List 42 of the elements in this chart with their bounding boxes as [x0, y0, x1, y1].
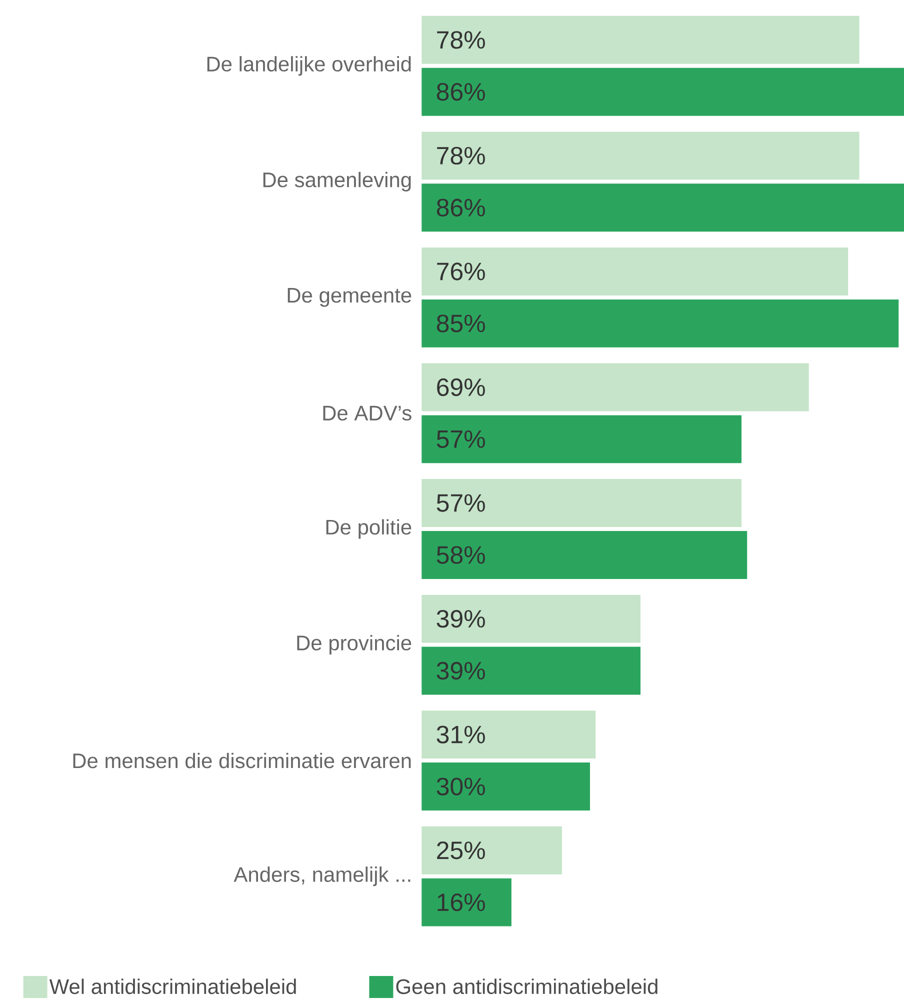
bar: [422, 299, 899, 348]
data-label: 76%: [437, 262, 485, 280]
bar: [422, 363, 809, 412]
bar: [422, 16, 860, 64]
bar: [422, 878, 512, 926]
data-label: 25%: [436, 842, 485, 860]
data-label: 31%: [436, 726, 485, 744]
bar: [422, 762, 590, 811]
bar: [422, 594, 640, 643]
y-tick-label: De gemeente: [288, 288, 412, 307]
y-tick-label: De samenleving: [263, 172, 411, 192]
bar: [422, 184, 904, 232]
data-label: 86%: [436, 198, 485, 216]
y-tick-label: De politie: [326, 519, 412, 539]
y-tick-label: De landelijke overheid: [207, 56, 411, 76]
bar: [422, 479, 742, 528]
data-label: 30%: [436, 778, 485, 796]
bar: [422, 710, 596, 759]
data-label: 78%: [437, 31, 485, 49]
data-label: 39%: [436, 610, 485, 628]
bar: [422, 826, 562, 874]
data-label: 16%: [438, 893, 485, 912]
legend-label: Wel antidiscriminatiebeleid: [49, 978, 296, 994]
data-label: 57%: [436, 430, 485, 448]
data-label: 58%: [436, 546, 485, 564]
bar: [422, 415, 742, 464]
y-tick-label: De ADV’s: [323, 406, 412, 421]
data-label: 39%: [436, 662, 485, 680]
y-tick-label: De mensen die discriminatie ervaren: [73, 752, 411, 768]
legend-label: Geen antidiscriminatiebeleid: [396, 978, 658, 994]
y-tick-label: De provincie: [297, 634, 412, 655]
bar: [422, 531, 747, 579]
data-label: 86%: [436, 83, 485, 101]
data-label: 69%: [436, 378, 485, 396]
data-label: 85%: [436, 314, 485, 332]
bar: [422, 247, 848, 296]
bar: [422, 646, 640, 695]
data-label: 57%: [436, 494, 485, 512]
bar: [422, 68, 904, 116]
bar: [422, 132, 860, 180]
y-tick-label: Anders, namelijk ...: [234, 866, 410, 886]
data-label: 78%: [437, 146, 485, 165]
